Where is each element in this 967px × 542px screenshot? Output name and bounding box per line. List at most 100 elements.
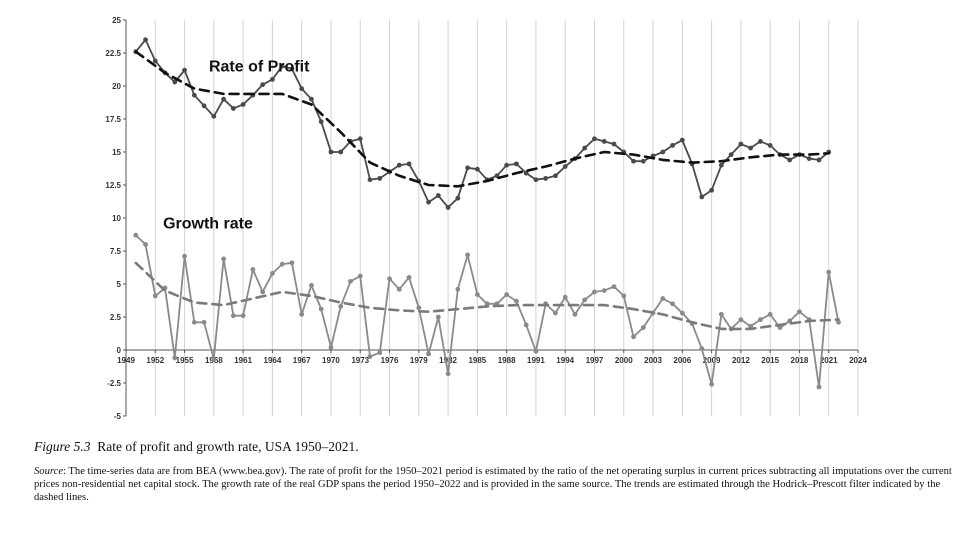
data-point-growth-rate-1983: [455, 286, 461, 292]
y-tick-label-0: -5: [114, 412, 122, 421]
data-point-growth-rate-1956: [191, 319, 197, 325]
x-tick-label-1991: 1991: [527, 356, 545, 365]
data-point-rate-of-profit-1966: [289, 66, 295, 72]
data-point-growth-rate-2010: [718, 311, 724, 317]
y-tick-label-12: 25: [112, 16, 121, 25]
data-point-rate-of-profit-1968: [309, 96, 314, 102]
x-tick-label-1979: 1979: [410, 356, 428, 365]
data-point-rate-of-profit-1988: [504, 162, 510, 168]
data-point-growth-rate-1988: [504, 292, 510, 297]
data-point-rate-of-profit-1990: [523, 170, 529, 176]
x-tick-label-2003: 2003: [644, 356, 662, 365]
data-point-growth-rate-2020: [816, 384, 822, 390]
data-point-growth-rate-1955: [182, 253, 187, 259]
y-tick-label-2: 0: [117, 346, 122, 355]
data-point-growth-rate-1993: [553, 310, 558, 316]
x-tick-label-2021: 2021: [820, 356, 838, 365]
source-text: : The time-series data are from BEA (www…: [34, 466, 952, 503]
x-tick-label-1976: 1976: [381, 356, 399, 365]
chart: -5 -2.5 0 2.5 5 7.5 10 12.5 15 17.5 20 22.5 25 1949 19…: [105, 16, 867, 421]
data-point-rate-of-profit-1971: [338, 149, 344, 155]
data-point-rate-of-profit-1970: [328, 149, 334, 155]
figure-title: Rate of profit and growth rate, USA 1950…: [97, 439, 359, 454]
data-point-growth-rate-1981: [435, 314, 441, 320]
x-tick-label-2024: 2024: [849, 356, 867, 365]
data-point-rate-of-profit-1952: [152, 58, 158, 64]
x-tick-label-1949: 1949: [117, 356, 135, 365]
y-tick-label-1: -2.5: [107, 379, 121, 388]
x-tick-label-2000: 2000: [615, 356, 633, 365]
data-point-rate-of-profit-2015: [767, 143, 773, 148]
x-tick-label-1997: 1997: [586, 356, 604, 365]
data-point-rate-of-profit-1991: [533, 177, 539, 183]
x-tick-label-1970: 1970: [322, 356, 340, 365]
data-point-rate-of-profit-1974: [367, 177, 373, 183]
data-point-growth-rate-1952: [152, 293, 158, 299]
data-point-rate-of-profit-1956: [191, 92, 197, 98]
data-point-rate-of-profit-1967: [299, 86, 305, 92]
source-label: Source: [34, 466, 64, 477]
y-tick-label-9: 17.5: [105, 115, 121, 124]
data-point-rate-of-profit-2006: [679, 137, 685, 143]
data-point-rate-of-profit-1998: [601, 139, 607, 144]
data-point-rate-of-profit-1981: [435, 193, 441, 198]
data-point-growth-rate-2004: [660, 296, 666, 301]
data-point-growth-rate-1979: [416, 305, 422, 311]
data-point-growth-rate-1966: [289, 260, 295, 266]
data-point-growth-rate-1975: [377, 350, 383, 356]
data-point-growth-rate-2012: [738, 317, 744, 323]
data-point-rate-of-profit-2012: [738, 141, 744, 147]
data-point-growth-rate-1982: [445, 371, 451, 377]
y-tick-label-7: 12.5: [105, 181, 121, 190]
data-point-growth-rate-2009: [709, 381, 714, 387]
figure-source: Source: The time-series data are from BE…: [34, 465, 959, 504]
figure-caption: Figure 5.3 Rate of profit and growth rat…: [34, 439, 959, 504]
data-point-growth-rate-1959: [221, 256, 227, 262]
data-point-growth-rate-1980: [426, 351, 431, 357]
data-point-growth-rate-1965: [279, 261, 285, 267]
data-point-growth-rate-1985: [474, 292, 480, 297]
x-tick-label-1988: 1988: [498, 356, 516, 365]
y-tick-label-4: 5: [117, 280, 122, 289]
data-point-growth-rate-1970: [328, 344, 334, 350]
data-point-growth-rate-2014: [758, 317, 763, 323]
data-point-rate-of-profit-1982: [445, 205, 451, 210]
series-layer: [133, 37, 841, 390]
data-point-growth-rate-2018: [797, 309, 802, 315]
data-point-growth-rate-1999: [611, 284, 617, 290]
data-point-growth-rate-1989: [514, 298, 519, 304]
data-point-rate-of-profit-1975: [377, 176, 383, 181]
data-point-rate-of-profit-1997: [592, 136, 597, 142]
x-tick-label-1955: 1955: [176, 356, 194, 365]
data-point-growth-rate-1958: [211, 356, 217, 362]
data-point-growth-rate-1997: [592, 289, 597, 295]
data-point-growth-rate-2001: [631, 334, 636, 340]
data-point-growth-rate-1977: [396, 286, 402, 292]
data-point-rate-of-profit-1983: [455, 195, 461, 201]
data-point-growth-rate-1962: [250, 267, 256, 272]
data-point-growth-rate-1976: [387, 276, 392, 282]
series-labels: Rate of Profit Growth rate: [163, 58, 310, 232]
data-point-rate-of-profit-1959: [221, 96, 227, 102]
series-label-0: Rate of Profit: [209, 58, 310, 75]
data-point-growth-rate-1994: [562, 294, 568, 300]
data-point-rate-of-profit-1978: [406, 161, 412, 167]
data-point-growth-rate-1960: [230, 313, 236, 319]
data-point-growth-rate-1963: [260, 289, 266, 295]
series-line-rate-of-profit-trend: [134, 50, 831, 188]
y-tick-label-6: 10: [112, 214, 121, 223]
data-point-rate-of-profit-1965: [279, 63, 285, 69]
data-point-growth-rate-1967: [299, 311, 305, 317]
data-point-rate-of-profit-1963: [260, 82, 266, 88]
data-point-rate-of-profit-1957: [201, 103, 207, 109]
data-point-growth-rate-1998: [601, 288, 607, 293]
x-tick-label-1994: 1994: [556, 356, 574, 365]
y-tick-label-8: 15: [112, 148, 121, 157]
data-point-rate-of-profit-2020: [816, 157, 822, 163]
data-point-rate-of-profit-2013: [748, 145, 754, 151]
series-label-1: Growth rate: [163, 216, 253, 233]
data-point-rate-of-profit-1980: [426, 199, 431, 205]
y-tick-label-3: 2.5: [110, 313, 122, 322]
data-point-growth-rate-2005: [670, 301, 675, 307]
x-tick-label-1982: 1982: [439, 356, 457, 365]
